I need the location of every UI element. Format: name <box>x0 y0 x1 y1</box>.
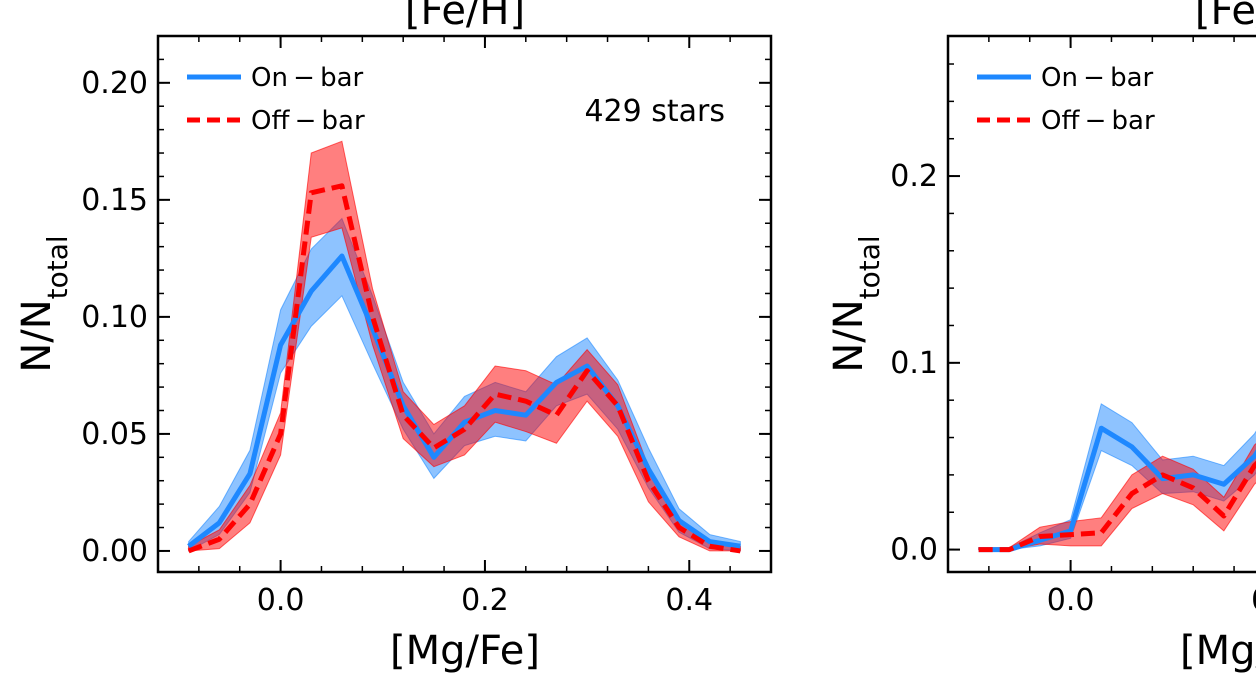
y-tick-label: 0.10 <box>81 300 148 335</box>
series-line-off-bar <box>978 460 1256 553</box>
legend: On − bar Off − bar <box>977 63 1155 136</box>
legend: On − bar Off − bar <box>187 63 365 136</box>
legend-label-off-bar: Off − bar <box>251 106 365 136</box>
y-tick-label: 0.1 <box>890 346 938 381</box>
y-tick-label: 0.0 <box>890 533 938 568</box>
error-band-off-bar <box>978 442 1256 551</box>
x-axis-label: [Mg/Fe] <box>390 628 540 674</box>
legend-label-off-bar: Off − bar <box>1041 106 1155 136</box>
plot-frame <box>946 34 1256 574</box>
star-count-annotation: 429 stars <box>584 94 725 129</box>
x-tick-label: 0.0 <box>1047 583 1095 618</box>
x-tick-label: 0.2 <box>1251 583 1256 618</box>
legend-label-on-bar: On − bar <box>251 63 364 93</box>
y-tick-label: 0.00 <box>81 534 148 569</box>
panel-right: [Fe/H] 0.0 0.1 0.2 0.0 0.2 [Mg/Fe] N/Ntotal… <box>826 0 1256 674</box>
x-axis-label: [Mg/Fe] <box>1180 628 1256 674</box>
x-tick-label: 0.0 <box>257 583 305 618</box>
series-line-on-bar <box>187 253 741 549</box>
x-tick-label: 0.4 <box>665 583 713 618</box>
plot-frame <box>156 34 773 574</box>
y-tick-label: 0.15 <box>81 183 148 218</box>
panel-title: [Fe/H] <box>405 0 525 34</box>
y-tick-label: 0.20 <box>81 66 148 101</box>
y-tick-label: 0.2 <box>890 159 938 194</box>
series-line-on-bar <box>978 425 1256 553</box>
y-tick-label: 0.05 <box>81 417 148 452</box>
series-line-off-bar <box>187 183 741 554</box>
error-band-off-bar <box>188 140 741 552</box>
x-tick-label: 0.2 <box>461 583 509 618</box>
panel-left: [Fe/H] 0.00 0.05 0.10 0.15 0.20 0.0 0.2 0.4 [M… <box>14 0 773 674</box>
legend-label-on-bar: On − bar <box>1041 63 1154 93</box>
y-axis-label: N/Ntotal <box>14 235 74 372</box>
panel-title: [Fe/H] <box>1195 0 1256 34</box>
y-axis-label: N/Ntotal <box>826 235 886 372</box>
